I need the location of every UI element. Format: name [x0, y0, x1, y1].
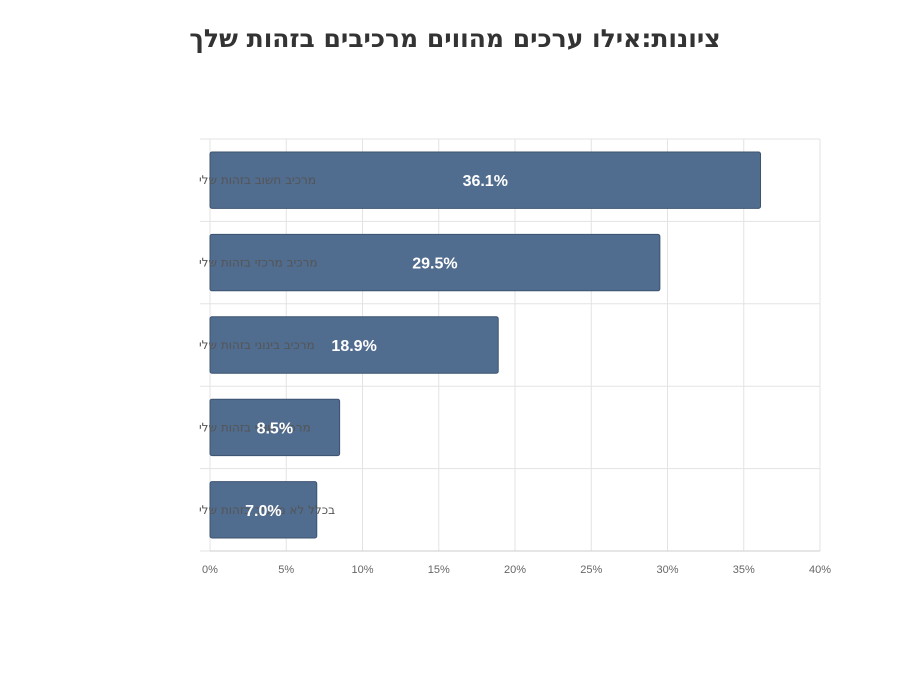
x-tick-label: 20% — [504, 564, 526, 576]
x-tick-label: 40% — [809, 564, 831, 576]
bar — [209, 316, 499, 374]
category-label: מרכיב מרכזי בזהות שלי — [199, 256, 318, 270]
bar — [209, 398, 341, 457]
x-tick-label: 5% — [278, 564, 294, 576]
x-tick-label: 25% — [580, 564, 602, 576]
data-label: 8.5% — [257, 420, 293, 437]
data-label: 18.9% — [331, 338, 376, 355]
category-label: מרכיב חשוב בזהות שלי — [199, 173, 316, 187]
x-tick-label: 35% — [733, 564, 755, 576]
bar — [209, 233, 661, 292]
bar — [209, 151, 762, 209]
chart-title: ציונות:אילו ערכים מהווים מרכיבים בזהות ש… — [189, 24, 721, 53]
bar — [209, 481, 318, 539]
x-tick-label: 10% — [351, 564, 373, 576]
category-label: בכלל לא מרכיב בזהות שלי — [199, 503, 335, 517]
data-label: 7.0% — [245, 503, 281, 520]
x-tick-label: 0% — [202, 564, 218, 576]
x-tick-label: 30% — [656, 564, 678, 576]
category-label: מרכיב בינוני בזהות שלי — [199, 338, 315, 352]
data-label: 36.1% — [463, 173, 508, 190]
data-label: 29.5% — [412, 256, 457, 273]
category-label: מרכיב שולי בזהות שלי — [199, 420, 311, 434]
x-tick-label: 15% — [428, 564, 450, 576]
